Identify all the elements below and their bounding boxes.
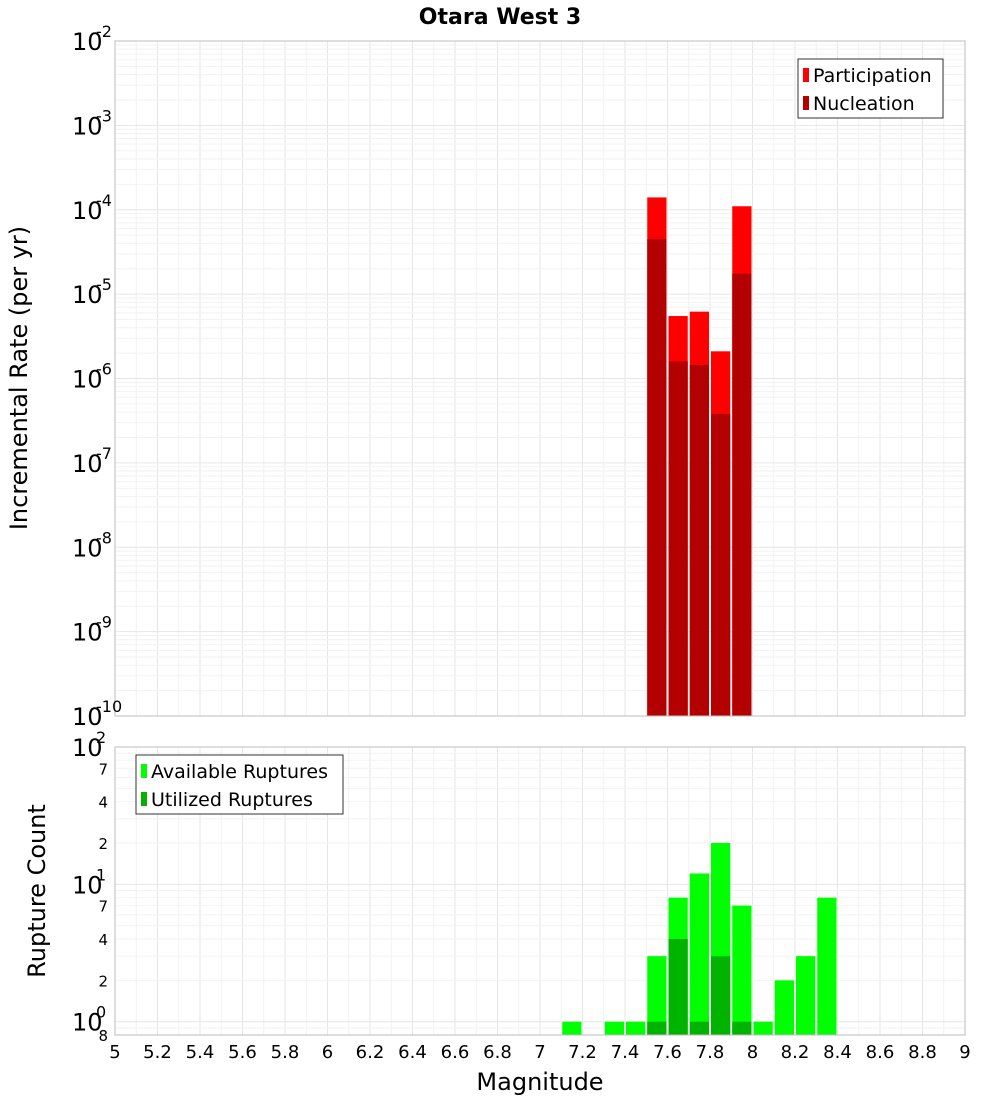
- rate-y-axis-label: Incremental Rate (per yr): [5, 226, 33, 530]
- x-tick-label: 5.4: [186, 1042, 215, 1063]
- count-bars: [562, 843, 837, 1035]
- count-y-axis-label: Rupture Count: [23, 804, 51, 978]
- y-tick-exponent: -4: [96, 191, 112, 210]
- bar-available-ruptures: [817, 897, 837, 1035]
- y-tick-label: 10: [72, 534, 103, 562]
- rate-grid: [114, 40, 966, 717]
- bar-available-ruptures: [604, 1021, 624, 1035]
- y-tick-label: 10: [72, 112, 103, 140]
- bar-utilized-ruptures: [732, 1021, 752, 1035]
- x-tick-label: 7.6: [653, 1042, 682, 1063]
- bar-nucleation: [668, 361, 688, 716]
- legend-box: [135, 754, 344, 815]
- x-tick-label: 6.8: [483, 1042, 512, 1063]
- bar-available-ruptures: [753, 1021, 773, 1035]
- legend-swatch: [141, 792, 147, 806]
- bar-available-ruptures: [562, 1021, 582, 1035]
- y-tick-label: 10: [72, 28, 103, 56]
- y-tick-label: 10: [72, 197, 103, 225]
- x-tick-label: 7.2: [568, 1042, 597, 1063]
- bar-available-ruptures: [689, 873, 709, 1035]
- x-tick-label: 7: [534, 1042, 545, 1063]
- y-tick-label: 10: [72, 734, 103, 762]
- y-tick-label: 4: [98, 931, 108, 949]
- count-legend: Available Ruptures Utilized Ruptures: [135, 754, 344, 815]
- x-tick-label: 9: [959, 1042, 970, 1063]
- count-plot-border: [114, 746, 966, 1036]
- x-tick-label: 6: [322, 1042, 333, 1063]
- y-tick-exponent: 2: [96, 728, 106, 747]
- rate-plot-border: [114, 40, 966, 717]
- x-tick-label: 5.6: [228, 1042, 257, 1063]
- bar-utilized-ruptures: [689, 1021, 709, 1035]
- y-tick-label: 2: [98, 972, 108, 990]
- legend-label: Utilized Ruptures: [151, 789, 313, 811]
- y-tick-exponent: 1: [96, 865, 106, 884]
- x-tick-label: 7.8: [696, 1042, 725, 1063]
- bar-nucleation: [647, 239, 667, 716]
- y-tick-label: 10: [72, 703, 103, 731]
- x-tick-label: 8: [747, 1042, 758, 1063]
- legend-label: Nucleation: [813, 93, 915, 115]
- bar-available-ruptures: [796, 956, 816, 1035]
- x-tick-label: 5.2: [143, 1042, 172, 1063]
- y-tick-exponent: -3: [96, 106, 112, 125]
- bar-available-ruptures: [626, 1021, 646, 1035]
- y-tick-label: 7: [98, 898, 108, 916]
- y-tick-label: 10: [72, 871, 103, 899]
- bar-nucleation: [732, 273, 752, 716]
- y-tick-label: 7: [98, 760, 108, 778]
- legend-label: Participation: [813, 65, 932, 87]
- x-tick-label: 8.8: [908, 1042, 937, 1063]
- x-tick-label: 5: [109, 1042, 120, 1063]
- y-tick-exponent: 0: [96, 1003, 106, 1022]
- rate-bars: [647, 197, 752, 717]
- bar-utilized-ruptures: [668, 939, 688, 1035]
- bar-utilized-ruptures: [711, 956, 731, 1035]
- y-tick-label: 10: [72, 450, 103, 478]
- bar-available-ruptures: [732, 905, 752, 1035]
- y-tick-label: 8: [98, 1027, 108, 1045]
- x-tick-label: 8.4: [823, 1042, 852, 1063]
- y-tick-exponent: -6: [96, 360, 112, 379]
- y-tick-label: 2: [98, 835, 108, 853]
- y-tick-label: 10: [72, 281, 103, 309]
- x-tick-label: 8.2: [781, 1042, 810, 1063]
- x-tick-label: 8.6: [866, 1042, 895, 1063]
- y-tick-label: 10: [72, 366, 103, 394]
- bar-nucleation: [711, 413, 731, 716]
- y-tick-exponent: -10: [96, 697, 122, 716]
- x-tick-labels: 5 5.2 5.4 5.6 5.8 6 6.2 6.4 6.6 6.8 7 7.2 7.4 7.6 7.8 8…: [109, 1042, 970, 1063]
- y-tick-label: 10: [72, 619, 103, 647]
- bar-utilized-ruptures: [647, 1021, 667, 1035]
- y-tick-exponent: -5: [96, 275, 112, 294]
- y-tick-label: 10: [72, 1009, 103, 1037]
- bar-nucleation: [689, 364, 709, 716]
- legend-box: [797, 58, 944, 119]
- x-tick-label: 6.6: [441, 1042, 470, 1063]
- legend-swatch: [803, 96, 809, 110]
- x-tick-label: 6.2: [356, 1042, 385, 1063]
- legend-swatch: [141, 764, 147, 778]
- rate-legend: Participation Nucleation: [797, 58, 944, 119]
- x-tick-label: 5.8: [271, 1042, 300, 1063]
- bar-available-ruptures: [647, 956, 667, 1035]
- legend-label: Available Ruptures: [151, 761, 328, 783]
- x-axis-label: Magnitude: [476, 1068, 603, 1096]
- y-tick-exponent: -8: [96, 528, 112, 547]
- bar-available-ruptures: [774, 980, 794, 1035]
- y-tick-exponent: -9: [96, 613, 112, 632]
- chart-title: Otara West 3: [419, 5, 581, 30]
- y-tick-exponent: -7: [96, 444, 112, 463]
- y-tick-label: 4: [98, 794, 108, 812]
- x-tick-label: 6.4: [398, 1042, 427, 1063]
- y-tick-exponent: -2: [96, 22, 112, 41]
- legend-swatch: [803, 68, 809, 82]
- x-tick-label: 7.4: [611, 1042, 640, 1063]
